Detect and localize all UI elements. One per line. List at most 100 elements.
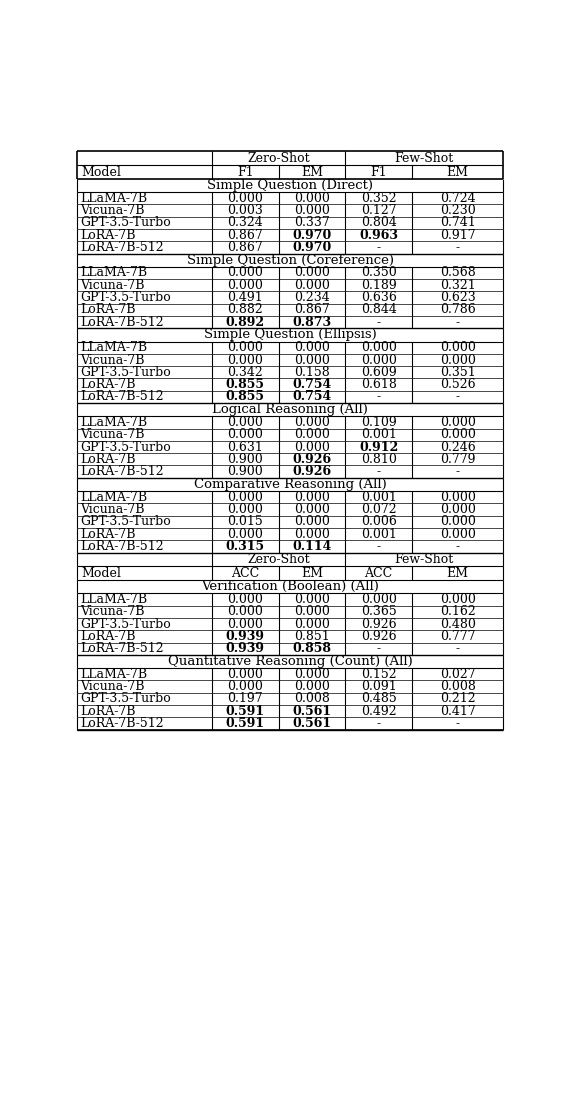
Text: LoRA-7B: LoRA-7B [80,629,136,643]
Text: 0.000: 0.000 [440,342,475,354]
Text: 0.912: 0.912 [359,440,398,454]
Text: GPT-3.5-Turbo: GPT-3.5-Turbo [80,291,171,305]
Text: -: - [377,465,381,478]
Text: 0.000: 0.000 [227,342,264,354]
Text: Vicuna-7B: Vicuna-7B [80,680,145,693]
Text: LoRA-7B-512: LoRA-7B-512 [80,717,164,730]
Text: 0.000: 0.000 [294,528,330,541]
Text: 0.000: 0.000 [294,354,330,366]
Text: 0.000: 0.000 [294,279,330,292]
Text: 0.000: 0.000 [294,440,330,454]
Text: 0.485: 0.485 [361,692,396,706]
Text: -: - [456,540,460,553]
Text: 0.000: 0.000 [294,192,330,205]
Text: Zero-Shot: Zero-Shot [248,152,310,165]
Text: 0.027: 0.027 [440,668,475,681]
Text: LoRA-7B-512: LoRA-7B-512 [80,316,164,329]
Text: 0.321: 0.321 [440,279,475,292]
Text: 0.917: 0.917 [440,228,475,242]
Text: -: - [456,642,460,655]
Text: 0.000: 0.000 [227,416,264,429]
Text: 0.000: 0.000 [440,416,475,429]
Text: -: - [377,540,381,553]
Text: 0.867: 0.867 [294,304,330,317]
Text: 0.000: 0.000 [227,267,264,280]
Text: GPT-3.5-Turbo: GPT-3.5-Turbo [80,692,171,706]
Text: 0.636: 0.636 [361,291,396,305]
Text: 0.561: 0.561 [293,717,332,730]
Text: 0.000: 0.000 [361,354,396,366]
Text: 0.926: 0.926 [293,452,332,466]
Text: Simple Question (Coreference): Simple Question (Coreference) [187,254,394,267]
Text: EM: EM [446,567,469,580]
Text: LoRA-7B: LoRA-7B [80,528,136,541]
Text: 0.851: 0.851 [294,629,330,643]
Text: 0.000: 0.000 [227,192,264,205]
Text: 0.724: 0.724 [440,192,475,205]
Text: 0.000: 0.000 [227,428,264,441]
Text: 0.072: 0.072 [361,503,396,516]
Text: 0.000: 0.000 [227,503,264,516]
Text: 0.000: 0.000 [440,428,475,441]
Text: ACC: ACC [365,567,393,580]
Text: -: - [377,391,381,403]
Text: 0.000: 0.000 [227,680,264,693]
Text: 0.939: 0.939 [226,642,265,655]
Text: 0.003: 0.003 [227,204,264,217]
Text: 0.001: 0.001 [361,428,396,441]
Text: 0.926: 0.926 [361,617,396,631]
Text: 0.754: 0.754 [293,379,332,391]
Text: 0.855: 0.855 [226,379,265,391]
Text: 0.855: 0.855 [226,391,265,403]
Text: 0.741: 0.741 [440,216,475,230]
Text: Simple Question (Direct): Simple Question (Direct) [207,179,373,193]
Text: -: - [456,465,460,478]
Text: LLaMA-7B: LLaMA-7B [80,416,148,429]
Text: 0.777: 0.777 [440,629,475,643]
Text: 0.109: 0.109 [361,416,396,429]
Text: Few-Shot: Few-Shot [395,553,454,566]
Text: 0.867: 0.867 [228,228,263,242]
Text: 0.591: 0.591 [226,704,265,718]
Text: 0.000: 0.000 [440,592,475,606]
Text: 0.000: 0.000 [294,668,330,681]
Text: 0.000: 0.000 [227,592,264,606]
Text: -: - [377,642,381,655]
Text: 0.000: 0.000 [294,605,330,618]
Text: Comparative Reasoning (All): Comparative Reasoning (All) [194,478,387,491]
Text: 0.337: 0.337 [294,216,330,230]
Text: LoRA-7B-512: LoRA-7B-512 [80,391,164,403]
Text: 0.246: 0.246 [440,440,475,454]
Text: 0.000: 0.000 [294,680,330,693]
Text: GPT-3.5-Turbo: GPT-3.5-Turbo [80,617,171,631]
Text: 0.591: 0.591 [226,717,265,730]
Text: LoRA-7B: LoRA-7B [80,379,136,391]
Text: Vicuna-7B: Vicuna-7B [80,605,145,618]
Text: 0.008: 0.008 [440,680,475,693]
Text: 0.963: 0.963 [359,228,398,242]
Text: EM: EM [446,166,469,178]
Text: LoRA-7B: LoRA-7B [80,452,136,466]
Text: LoRA-7B-512: LoRA-7B-512 [80,642,164,655]
Text: 0.970: 0.970 [293,228,332,242]
Text: 0.008: 0.008 [294,692,330,706]
Text: 0.000: 0.000 [440,515,475,529]
Text: 0.882: 0.882 [228,304,263,317]
Text: 0.127: 0.127 [361,204,396,217]
Text: 0.526: 0.526 [440,379,475,391]
Text: LLaMA-7B: LLaMA-7B [80,192,148,205]
Text: LLaMA-7B: LLaMA-7B [80,668,148,681]
Text: 0.609: 0.609 [361,366,396,379]
Text: 0.197: 0.197 [228,692,263,706]
Text: -: - [456,717,460,730]
Text: 0.417: 0.417 [440,704,475,718]
Text: EM: EM [301,166,323,178]
Text: Model: Model [81,567,121,580]
Text: Model: Model [81,166,121,178]
Text: LoRA-7B: LoRA-7B [80,228,136,242]
Text: 0.315: 0.315 [226,540,265,553]
Text: LLaMA-7B: LLaMA-7B [80,342,148,354]
Text: 0.618: 0.618 [361,379,396,391]
Text: 0.000: 0.000 [440,354,475,366]
Text: Simple Question (Ellipsis): Simple Question (Ellipsis) [204,328,377,342]
